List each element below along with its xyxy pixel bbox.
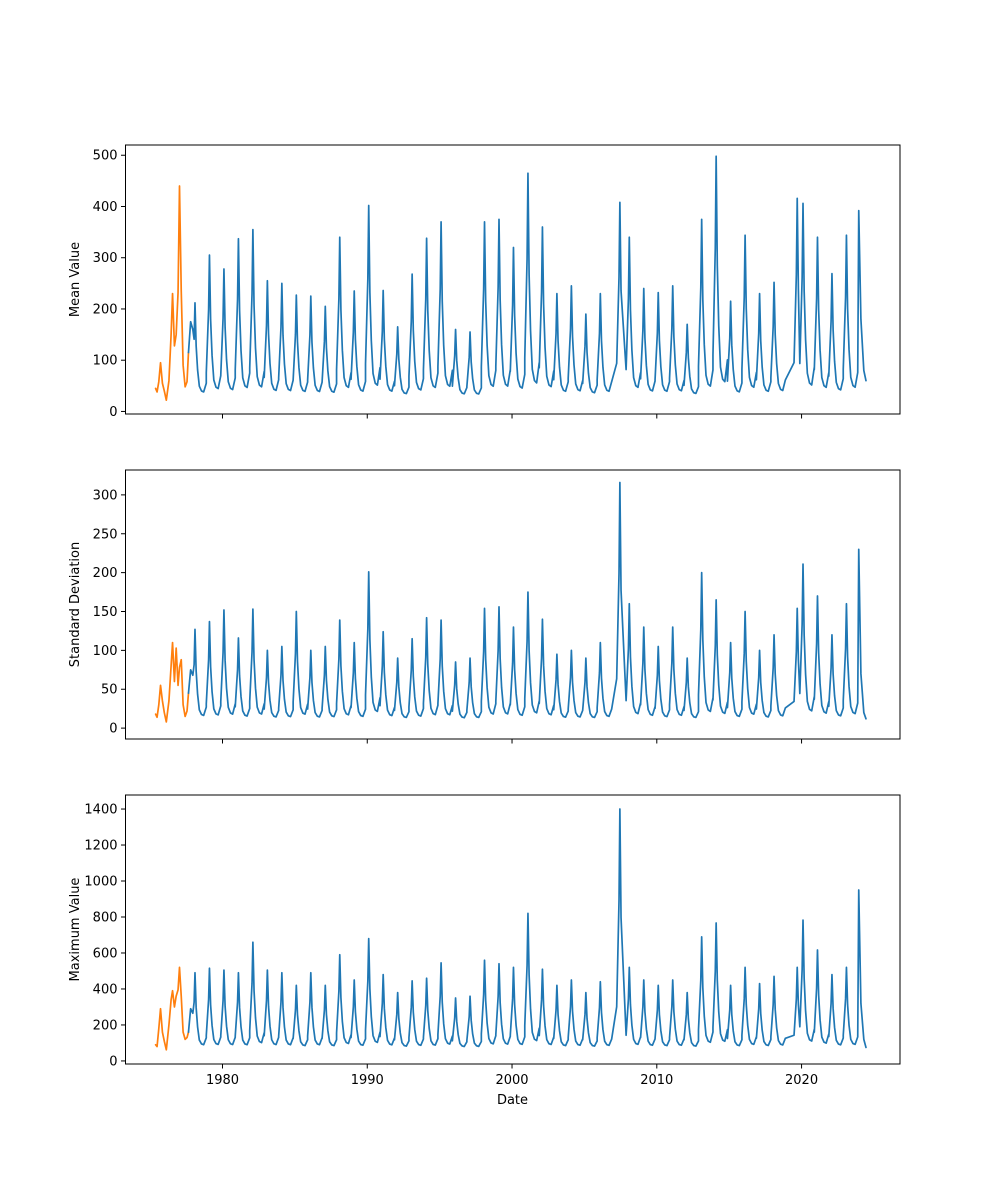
y-tick-label: 1400 xyxy=(84,803,117,818)
series-line-initial-period-orange xyxy=(154,185,190,402)
y-tick-label: 100 xyxy=(93,354,118,369)
y-tick-label: 600 xyxy=(93,946,118,961)
subplot-maximum-value: 0 200 400 600 800 1000 1200 1400 1980 1990 2000 201… xyxy=(84,794,901,1088)
y-tick-label: 0 xyxy=(109,722,117,737)
y-tick-label: 400 xyxy=(93,982,118,997)
series-line-initial-period-orange xyxy=(154,641,190,723)
y-tick-label: 1000 xyxy=(84,875,117,890)
y-tick-label: 0 xyxy=(109,1054,117,1069)
y-tick-label: 100 xyxy=(93,644,118,659)
series-line-main-period-blue xyxy=(187,481,867,720)
y-tick-label: 150 xyxy=(93,605,118,620)
y-tick-label: 300 xyxy=(93,488,118,503)
subplot-mean-value: 0 100 200 300 400 500 xyxy=(93,144,901,420)
y-tick-label: 250 xyxy=(93,527,118,542)
axes-spines xyxy=(125,469,901,740)
y-tick-label: 50 xyxy=(101,683,118,698)
y-tick-label: 500 xyxy=(93,149,118,164)
y-axis-label-maximum-value: Maximum Value xyxy=(68,878,83,982)
series-line-main-period-blue xyxy=(187,808,867,1049)
y-tick-label: 200 xyxy=(93,302,118,317)
y-tick-label: 800 xyxy=(93,910,118,925)
x-axis-label-date: Date xyxy=(497,1093,528,1108)
y-axis-label-mean-value: Mean Value xyxy=(68,242,83,317)
y-tick-label: 1200 xyxy=(84,839,117,854)
subplot-standard-deviation: 0 50 100 150 200 250 300 xyxy=(93,469,901,744)
x-tick-label: 2000 xyxy=(495,1073,528,1088)
y-tick-label: 200 xyxy=(93,1018,118,1033)
x-tick-label: 2020 xyxy=(785,1073,818,1088)
x-tick-label: 2010 xyxy=(640,1073,673,1088)
axes-spines xyxy=(125,144,901,415)
y-tick-label: 300 xyxy=(93,251,118,266)
x-tick-label: 1980 xyxy=(206,1073,239,1088)
series-line-main-period-blue xyxy=(187,155,867,395)
y-axis-label-standard-deviation: Standard Deviation xyxy=(68,542,83,667)
y-tick-label: 0 xyxy=(109,405,117,420)
axes-spines xyxy=(125,794,901,1065)
y-tick-label: 400 xyxy=(93,200,118,215)
x-tick-label: 1990 xyxy=(351,1073,384,1088)
series-line-initial-period-orange xyxy=(154,966,190,1051)
y-tick-label: 200 xyxy=(93,566,118,581)
